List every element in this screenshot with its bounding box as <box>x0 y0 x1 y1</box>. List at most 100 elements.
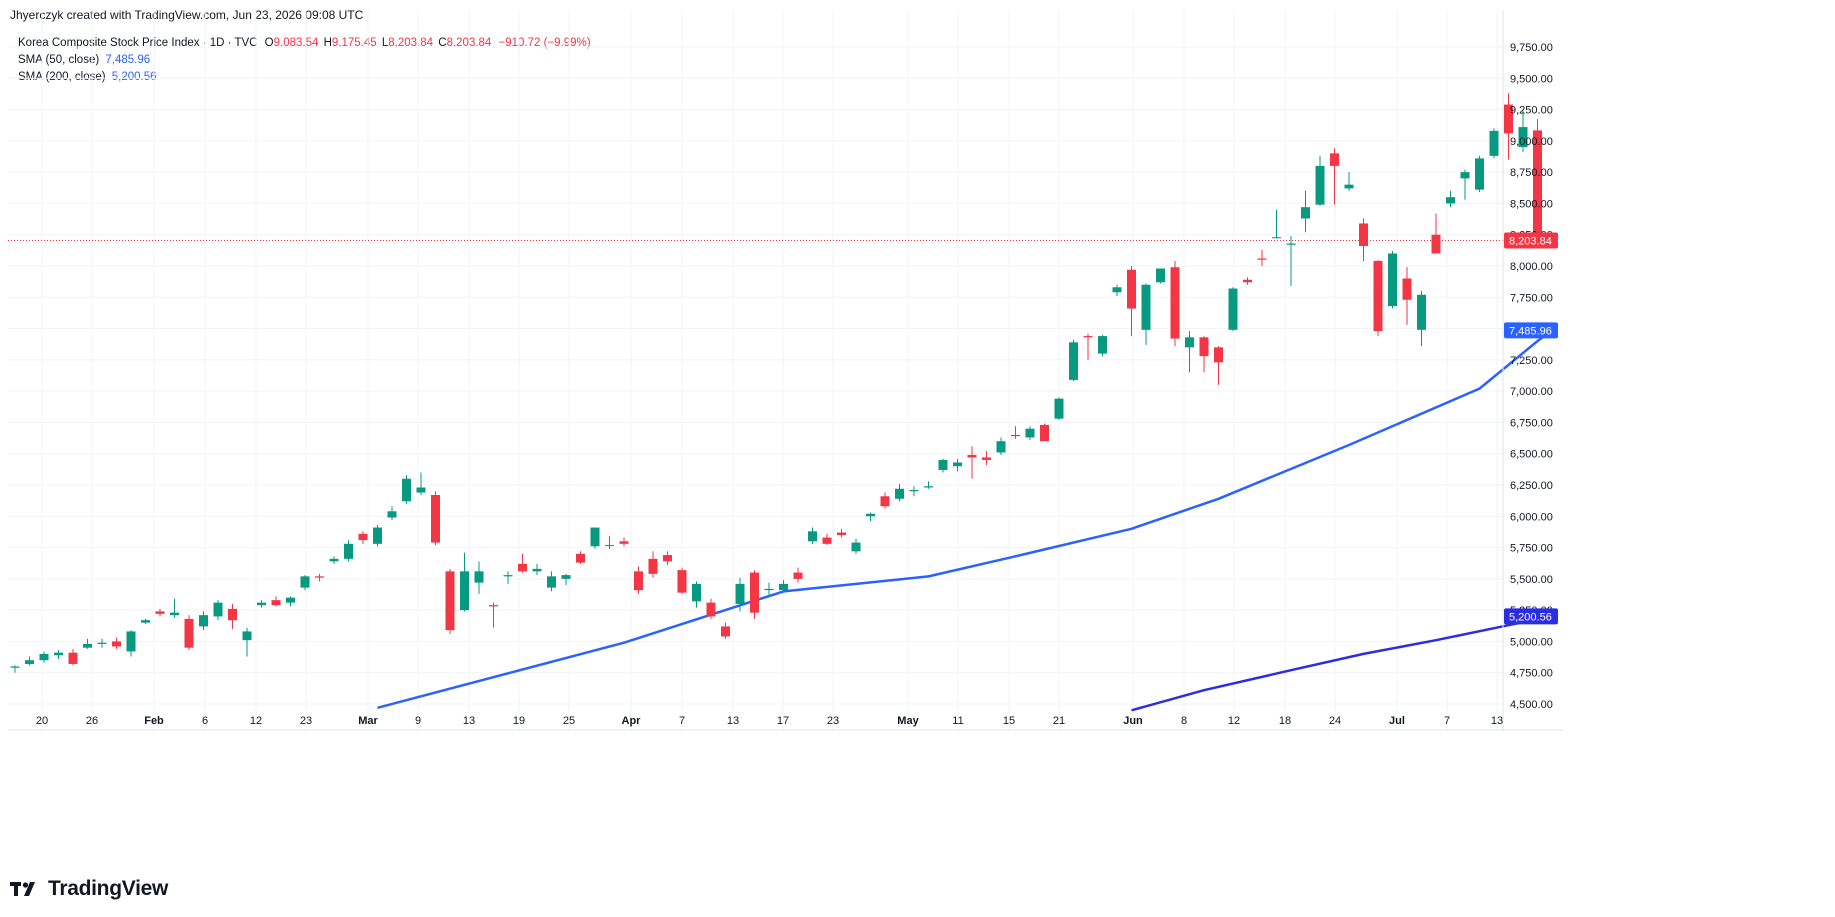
candle[interactable] <box>184 615 194 651</box>
candle[interactable] <box>155 608 165 617</box>
candle[interactable] <box>1011 426 1020 439</box>
candle[interactable] <box>1489 128 1499 159</box>
candle[interactable] <box>634 566 643 594</box>
candle[interactable] <box>257 600 266 608</box>
candle[interactable] <box>97 638 107 648</box>
candle[interactable] <box>996 437 1006 455</box>
candle[interactable] <box>576 551 585 564</box>
candle[interactable] <box>503 571 513 584</box>
candle[interactable] <box>445 568 455 634</box>
candle[interactable] <box>677 567 687 594</box>
candle[interactable] <box>1402 267 1412 325</box>
candle[interactable] <box>39 651 49 663</box>
candle[interactable] <box>1257 249 1267 266</box>
candle[interactable] <box>953 458 962 472</box>
candle[interactable] <box>1272 209 1281 239</box>
candle[interactable] <box>764 582 774 598</box>
candle[interactable] <box>489 602 498 628</box>
candle[interactable] <box>1373 259 1383 337</box>
candle[interactable] <box>721 622 730 639</box>
candle[interactable] <box>373 525 382 547</box>
candle[interactable] <box>822 533 832 546</box>
candle[interactable] <box>1344 172 1354 191</box>
candle[interactable] <box>1141 283 1151 345</box>
candle[interactable] <box>692 581 701 608</box>
candle[interactable] <box>83 638 92 649</box>
candle[interactable] <box>387 506 397 521</box>
candle[interactable] <box>518 553 527 573</box>
candle[interactable] <box>1127 266 1136 337</box>
candle[interactable] <box>416 472 426 496</box>
candle[interactable] <box>1199 336 1209 373</box>
candle[interactable] <box>358 531 368 544</box>
candle[interactable] <box>1446 190 1455 208</box>
candle[interactable] <box>1098 334 1107 357</box>
candle[interactable] <box>68 648 78 666</box>
candle[interactable] <box>706 598 716 619</box>
candle[interactable] <box>25 656 34 666</box>
candle[interactable] <box>909 486 919 497</box>
legend-symbol-row[interactable]: Korea Composite Stock Price Index · 1D ·… <box>18 35 591 52</box>
candle[interactable] <box>561 573 571 586</box>
candle[interactable] <box>895 483 904 502</box>
candle[interactable] <box>402 474 411 504</box>
candle[interactable] <box>1156 268 1165 284</box>
candle[interactable] <box>344 540 353 562</box>
candle[interactable] <box>431 491 440 546</box>
candle[interactable] <box>242 627 252 657</box>
candle[interactable] <box>228 603 237 629</box>
candle[interactable] <box>851 538 861 554</box>
candle[interactable] <box>982 451 991 465</box>
candle[interactable] <box>663 551 672 566</box>
candle[interactable] <box>880 492 890 509</box>
candle[interactable] <box>460 552 469 612</box>
candle[interactable] <box>1301 190 1310 233</box>
candle[interactable] <box>286 596 295 607</box>
candle[interactable] <box>547 571 556 592</box>
candle[interactable] <box>793 567 803 583</box>
candle[interactable] <box>1170 260 1180 347</box>
candle[interactable] <box>213 600 223 621</box>
candle[interactable] <box>126 630 136 657</box>
candle[interactable] <box>1083 333 1093 360</box>
candle[interactable] <box>1185 331 1194 373</box>
candle[interactable] <box>648 551 658 578</box>
candle[interactable] <box>1054 397 1064 420</box>
candle[interactable] <box>141 618 150 624</box>
candle[interactable] <box>1359 218 1368 261</box>
tradingview-brand[interactable]: TradingView <box>10 877 168 901</box>
candle[interactable] <box>1286 235 1296 287</box>
candle[interactable] <box>938 458 948 473</box>
candle[interactable] <box>315 573 324 582</box>
candle[interactable] <box>605 536 614 549</box>
candle[interactable] <box>10 665 20 673</box>
candle[interactable] <box>837 528 846 538</box>
candle[interactable] <box>924 481 933 489</box>
candle[interactable] <box>1518 109 1528 153</box>
candle[interactable] <box>1475 155 1484 193</box>
candle[interactable] <box>1388 250 1397 309</box>
candle[interactable] <box>1460 169 1470 200</box>
candle[interactable] <box>1431 213 1441 254</box>
candle[interactable] <box>1417 291 1426 347</box>
candle[interactable] <box>1025 426 1035 440</box>
candle[interactable] <box>329 556 339 564</box>
candle[interactable] <box>619 537 629 547</box>
candle[interactable] <box>1504 93 1513 160</box>
legend-sma50-row[interactable]: SMA (50, close) 7,485.96 <box>18 52 591 69</box>
candle[interactable] <box>1112 284 1122 297</box>
candle[interactable] <box>1040 423 1049 442</box>
candle[interactable] <box>779 580 788 593</box>
candle[interactable] <box>199 611 208 631</box>
candle[interactable] <box>170 598 179 618</box>
candle[interactable] <box>54 650 63 659</box>
candle[interactable] <box>112 637 121 649</box>
candle[interactable] <box>271 596 281 607</box>
candle[interactable] <box>1214 346 1223 385</box>
candle[interactable] <box>1533 118 1542 241</box>
candle[interactable] <box>300 575 310 591</box>
candle[interactable] <box>750 570 759 619</box>
candle[interactable] <box>967 446 977 479</box>
candle[interactable] <box>590 527 600 549</box>
